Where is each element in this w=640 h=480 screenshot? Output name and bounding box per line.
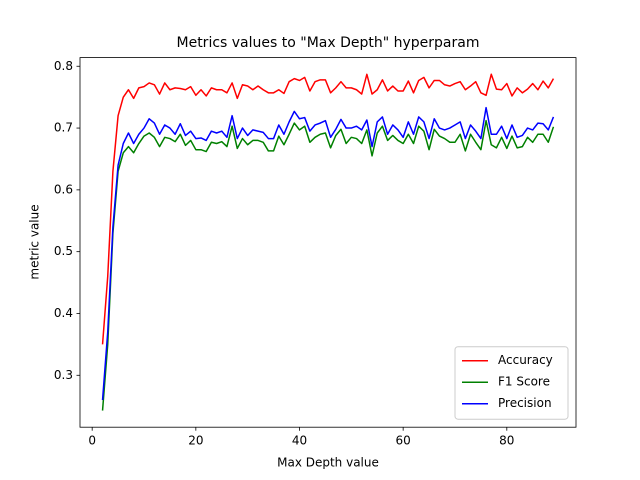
x-tick-label: 80 bbox=[499, 434, 514, 448]
x-tick-label: 20 bbox=[188, 434, 203, 448]
line-series bbox=[101, 73, 555, 345]
chart-title: Metrics values to "Max Depth" hyperparam bbox=[177, 35, 480, 51]
x-tick-label: 40 bbox=[292, 434, 307, 448]
x-tick-label: 0 bbox=[88, 434, 96, 448]
plot-frame bbox=[79, 57, 577, 428]
line-series bbox=[101, 119, 555, 411]
line-series bbox=[101, 106, 555, 401]
legend-label: Precision bbox=[498, 396, 552, 410]
y-tick-label: 0.6 bbox=[54, 182, 73, 196]
y-tick-label: 0.5 bbox=[54, 244, 73, 258]
y-tick-label: 0.8 bbox=[54, 59, 73, 73]
y-axis-label: metric value bbox=[28, 204, 42, 279]
legend-label: F1 Score bbox=[498, 375, 550, 389]
legend-label: Accuracy bbox=[498, 353, 553, 367]
y-tick-label: 0.4 bbox=[54, 306, 73, 320]
legend-box bbox=[454, 346, 569, 420]
y-tick-label: 0.7 bbox=[54, 121, 73, 135]
y-tick-label: 0.3 bbox=[54, 368, 73, 382]
x-tick-label: 60 bbox=[396, 434, 411, 448]
x-axis-label: Max Depth value bbox=[277, 456, 379, 470]
